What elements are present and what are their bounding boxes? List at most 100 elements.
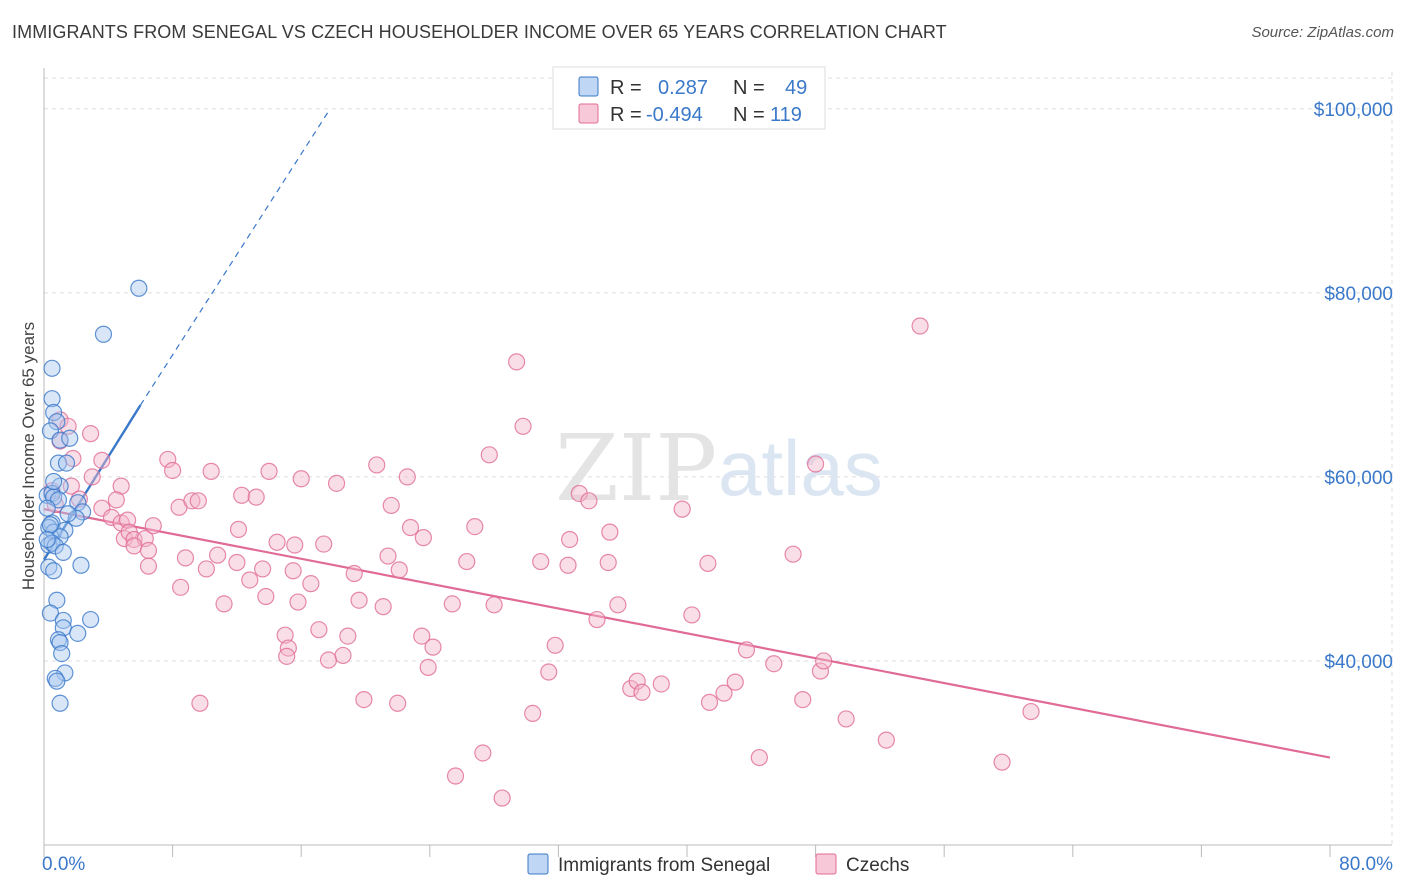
point-czechs [191,694,209,712]
y-axis-label: Householder Income Over 65 years [19,322,38,590]
legend-n-label-senegal: N = [733,77,765,99]
point-senegal [45,472,63,491]
point-czechs [315,535,333,553]
y-tick-label: $100,000 [1314,100,1393,121]
point-czechs [466,517,484,536]
point-senegal [45,403,63,422]
point-senegal [61,429,79,447]
point-senegal [51,694,69,712]
point-czechs [278,647,296,665]
point-czechs [601,523,619,541]
legend-n-label-czechs: N = [733,104,765,126]
point-czechs [144,517,162,535]
point-czechs [334,646,352,665]
point-czechs [107,491,125,509]
point-czechs [172,578,190,596]
point-czechs [260,462,278,480]
point-czechs [737,641,756,659]
point-czechs [389,694,407,712]
point-senegal [43,390,61,408]
x-tick-labels: 0.0% 80.0% [42,854,1393,875]
point-czechs [673,500,691,518]
series-legend-label-senegal: Immigrants from Senegal [558,855,770,876]
point-czechs [413,627,431,645]
trendline-senegal [42,404,142,561]
point-czechs [683,606,701,624]
point-czechs [474,744,492,762]
legend-r-value-czechs: -0.494 [646,104,703,126]
point-czechs [419,658,437,676]
point-czechs [784,545,802,563]
chart-title: IMMIGRANTS FROM SENEGAL VS CZECH HOUSEHO… [12,22,947,42]
point-czechs [514,417,532,435]
x-tick-label-min: 0.0% [42,854,85,875]
source-label: Source: ZipAtlas.com [1251,24,1394,41]
point-senegal [41,516,60,534]
point-czechs [257,587,275,606]
point-czechs [164,461,182,480]
y-tick-label: $40,000 [1324,652,1393,673]
point-czechs [229,520,248,538]
point-senegal [73,503,92,521]
point-czechs [125,537,143,555]
point-senegal [130,279,148,297]
x-tick-label-max: 80.0% [1339,854,1393,875]
point-senegal [82,610,100,629]
trendline-czechs [43,508,1331,759]
point-czechs [350,591,368,609]
point-czechs [176,549,195,567]
point-czechs [139,557,158,575]
legend-swatch-czechs [578,103,599,124]
point-czechs [197,560,215,578]
point-czechs [382,496,400,515]
point-czechs [877,731,895,749]
point-senegal [69,624,87,642]
point-czechs [652,675,670,693]
legend-swatch-senegal [578,76,599,97]
point-czechs [241,571,259,589]
point-senegal [57,454,76,472]
series-legend-swatch-senegal [527,853,549,875]
trend-lines [42,108,1331,759]
point-senegal [94,325,113,343]
point-czechs [286,536,304,554]
point-czechs [794,691,812,709]
point-czechs [599,553,617,572]
point-senegal [46,669,64,688]
point-czechs [911,317,929,335]
point-czechs [93,451,111,469]
point-czechs [345,564,363,583]
point-czechs [609,596,627,614]
stats-legend: R = 0.287 N = 49 R = -0.494 N = 119 [552,66,826,130]
trendline-senegal-extrapolated [139,108,331,406]
point-czechs [699,554,717,573]
point-senegal [38,499,56,517]
point-czechs [480,446,498,464]
point-czechs [398,468,416,486]
point-czechs [811,662,830,680]
point-czechs [379,547,397,565]
point-czechs [561,530,579,549]
point-czechs [633,683,651,701]
point-czechs [289,593,307,611]
point-czechs [508,353,526,371]
point-czechs [247,488,265,506]
legend-n-value-czechs: 119 [770,104,802,126]
legend-n-value-senegal: 49 [785,77,807,99]
point-czechs [228,553,246,572]
point-czechs [726,673,744,691]
point-czechs [268,533,286,551]
point-senegal [53,644,71,663]
watermark: ZIP atlas [555,415,883,522]
point-czechs [302,575,320,593]
legend-r-label-czechs: R = [610,104,642,126]
point-czechs [546,636,564,654]
point-czechs [493,789,511,807]
y-tick-label: $60,000 [1324,468,1393,489]
watermark-atlas: atlas [718,424,883,512]
point-senegal [48,672,66,690]
point-czechs [254,560,272,578]
point-czechs [233,486,251,504]
point-czechs [715,684,733,702]
